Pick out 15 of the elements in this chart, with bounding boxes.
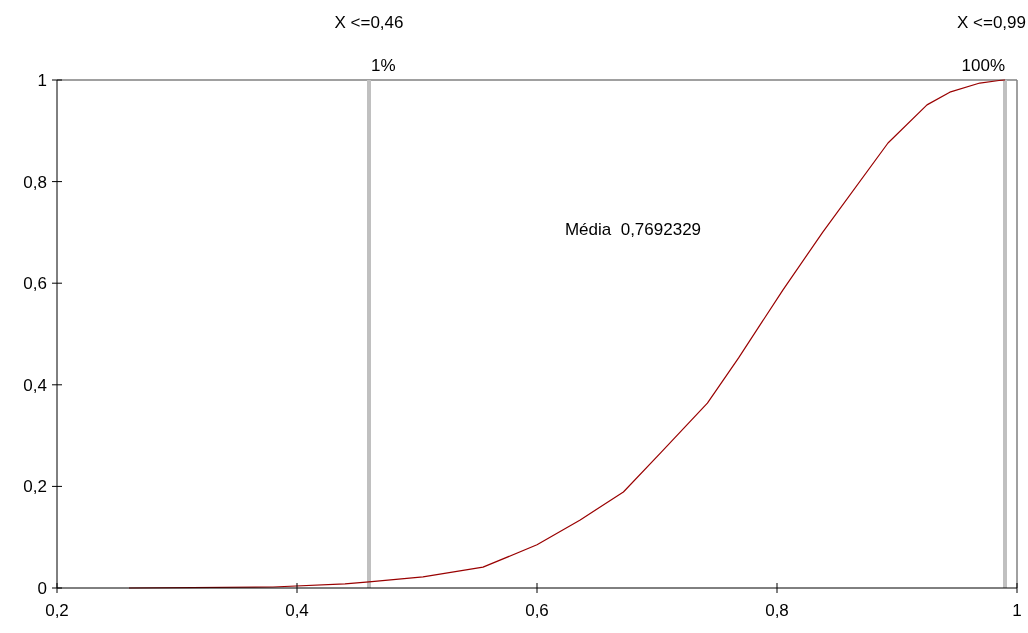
y-tick-label: 0,4 xyxy=(23,375,47,395)
x-tick-label: 0,4 xyxy=(285,601,309,620)
y-tick-label: 0,6 xyxy=(23,274,47,294)
annotation: Média 0,7692329 xyxy=(564,220,702,239)
x-tick-label: 0,6 xyxy=(525,601,549,620)
x-tick-label: 1 xyxy=(1012,601,1022,620)
annotation: 1% xyxy=(371,56,396,75)
y-tick-label: 0,2 xyxy=(23,477,47,497)
y-tick-label: 0,8 xyxy=(23,172,47,192)
y-tick-label: 0 xyxy=(37,579,47,598)
y-tick-label: 1 xyxy=(37,71,47,90)
annotation: 100% xyxy=(961,56,1005,75)
x-tick-label: 0,8 xyxy=(765,601,789,620)
text: X <=0,46 xyxy=(334,13,404,32)
text: X <=0,99 xyxy=(956,13,1026,32)
